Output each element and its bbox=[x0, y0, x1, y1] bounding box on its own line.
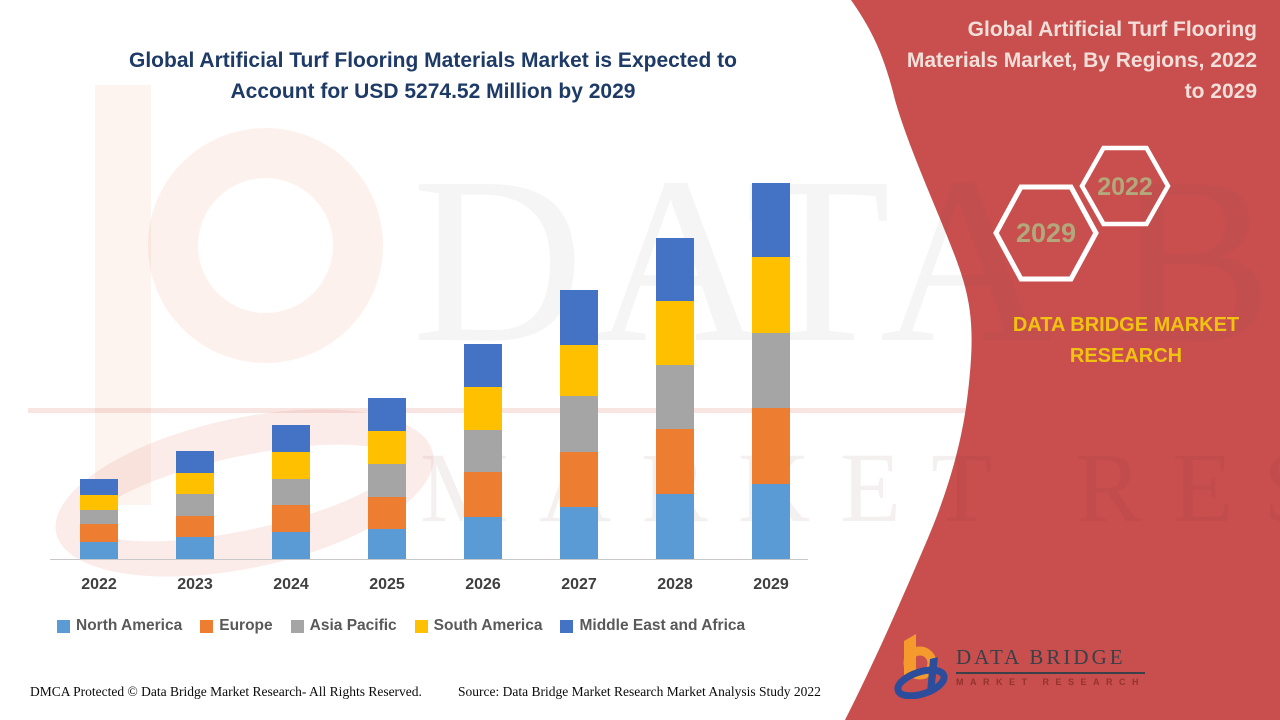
logo-subtitle: MARKET RESEARCH bbox=[956, 677, 1146, 687]
logo-glyph-icon bbox=[894, 634, 948, 699]
watermark-text-marketresearch: MARKET RESEARCH bbox=[420, 432, 1280, 543]
red-panel-shape bbox=[845, 0, 1280, 720]
legend-swatch bbox=[200, 619, 214, 633]
company-logo: DATA BRIDGE MARKET RESEARCH bbox=[894, 633, 1146, 699]
legend-label: North America bbox=[76, 617, 183, 634]
legend-swatch bbox=[414, 619, 428, 633]
legend-item-europe: Europe bbox=[200, 617, 273, 635]
hexagon-2022 bbox=[1079, 145, 1171, 227]
hexagon-year-badges: 2022 2029 bbox=[993, 145, 1171, 282]
legend-swatch bbox=[560, 619, 574, 633]
legend-item-north-america: North America bbox=[57, 617, 182, 635]
legend-label: Asia Pacific bbox=[309, 617, 397, 634]
legend-label: South America bbox=[433, 617, 543, 634]
side-panel-title: Global Artificial Turf Flooring Material… bbox=[906, 18, 1257, 103]
hexagon-2022-label: 2022 bbox=[1097, 173, 1153, 201]
logo-text: DATA BRIDGE MARKET RESEARCH bbox=[956, 645, 1146, 687]
brand-text: DATA BRIDGE MARKET RESEARCH bbox=[1012, 314, 1240, 367]
chart-legend: North America Europe Asia Pacific South Ame… bbox=[57, 617, 745, 635]
logo-d-stem-icon bbox=[927, 657, 938, 693]
hexagon-2029-label: 2029 bbox=[1016, 218, 1076, 248]
legend-item-asia-pacific: Asia Pacific bbox=[290, 617, 397, 635]
legend-item-south-america: South America bbox=[414, 617, 543, 635]
legend-label: Europe bbox=[219, 617, 273, 634]
legend-label: Middle East and Africa bbox=[579, 617, 746, 634]
watermark-text-databridge: DATA BRIDGE bbox=[412, 129, 1280, 392]
footer-source-text: Source: Data Bridge Market Research Mark… bbox=[458, 684, 821, 699]
page-title: Global Artificial Turf Flooring Material… bbox=[129, 49, 737, 103]
logo-name: DATA BRIDGE bbox=[956, 645, 1146, 674]
legend-swatch bbox=[57, 619, 70, 633]
hexagon-2029 bbox=[993, 184, 1099, 282]
footer-dmca-text: DMCA Protected © Data Bridge Market Rese… bbox=[30, 684, 422, 699]
legend-swatch bbox=[290, 619, 304, 633]
legend-item-middle-east-and-africa: Middle East and Africa bbox=[560, 617, 745, 635]
logo-d-swoosh-icon bbox=[894, 666, 948, 699]
x-axis-line bbox=[50, 559, 808, 560]
watermark-logo-stem bbox=[95, 85, 151, 505]
